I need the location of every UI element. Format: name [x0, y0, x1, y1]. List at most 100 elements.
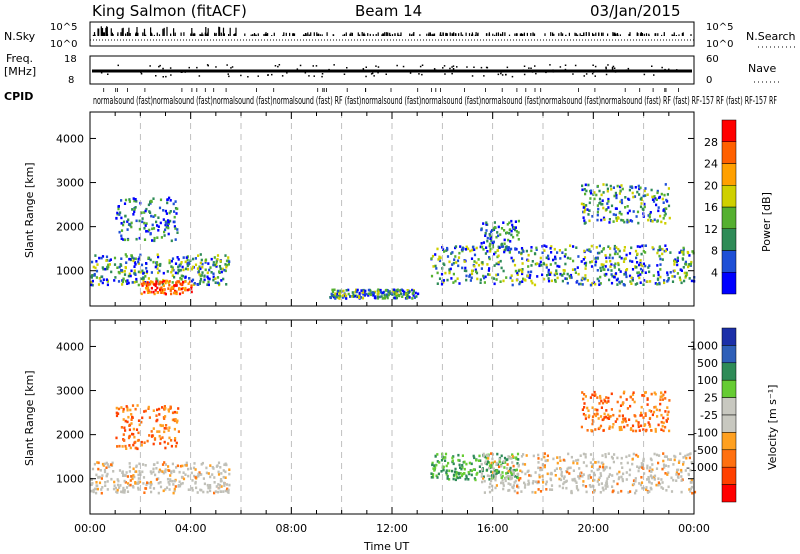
scatter-cell: [605, 260, 608, 263]
scatter-cell: [688, 254, 691, 257]
scatter-cell: [591, 422, 594, 426]
scatter-cell: [624, 417, 627, 421]
scatter-cell: [126, 406, 129, 410]
scatter-cell: [667, 204, 671, 208]
scatter-cell: [406, 289, 409, 292]
scatter-cell: [586, 429, 589, 432]
scatter-cell: [495, 484, 498, 487]
nsky-mark: [581, 35, 583, 36]
scatter-cell: [364, 289, 367, 293]
scatter-cell: [602, 488, 605, 492]
scatter-cell: [591, 463, 594, 466]
scatter-cell: [171, 462, 174, 466]
scatter-cell: [130, 422, 133, 425]
scatter-cell: [511, 461, 514, 464]
scatter-cell: [377, 290, 380, 294]
scatter-cell: [630, 246, 633, 250]
scatter-cell: [690, 461, 693, 464]
freq-strip: Freq. [MHz] 18 8 60 0 Nave: [4, 52, 782, 86]
nave-mark: [321, 75, 323, 78]
scatter-cell: [178, 480, 181, 484]
colorbar-tick-label: 20: [704, 179, 718, 192]
nave-mark: [613, 67, 616, 69]
scatter-cell: [663, 214, 666, 217]
scatter-cell: [510, 233, 513, 237]
scatter-cell: [666, 417, 669, 421]
nave-mark: [149, 65, 151, 67]
scatter-cell: [583, 277, 586, 281]
scatter-cell: [626, 461, 629, 465]
scatter-cell: [617, 261, 620, 265]
scatter-cell: [118, 444, 121, 448]
nave-mark: [281, 75, 284, 77]
scatter-cell: [634, 249, 638, 253]
scatter-cell: [502, 484, 505, 487]
scatter-cell: [126, 279, 129, 282]
scatter-cell: [549, 273, 552, 276]
scatter-cell: [646, 193, 649, 196]
scatter-cell: [605, 481, 608, 485]
scatter-cell: [467, 247, 470, 251]
scatter-cell: [536, 262, 539, 265]
nave-mark: [346, 67, 348, 69]
nave-mark: [136, 69, 138, 72]
scatter-cell: [657, 249, 660, 252]
scatter-cell: [599, 415, 603, 418]
nave-mark: [396, 64, 398, 67]
scatter-cell: [578, 477, 581, 480]
scatter-cell: [610, 455, 614, 459]
scatter-cell: [216, 254, 220, 257]
scatter-cell: [593, 197, 596, 201]
scatter-cell: [636, 465, 639, 468]
scatter-cell: [619, 270, 622, 273]
scatter-cell: [658, 454, 661, 457]
nave-mark: [350, 70, 353, 73]
scatter-cell: [397, 294, 401, 298]
scatter-cell: [158, 282, 161, 286]
scatter-cell: [95, 473, 98, 477]
nsky-mark: [199, 34, 201, 36]
scatter-cell: [456, 476, 460, 480]
scatter-cell: [117, 270, 120, 274]
scatter-cell: [117, 280, 121, 283]
nave-mark: [535, 72, 537, 75]
scatter-cell: [352, 293, 355, 297]
freq-strip-frame: [89, 55, 695, 85]
nsky-mark: [333, 34, 335, 36]
velocity-x-ticks: 00:00 04:00 08:00 12:00 16:00 20:00 00:00: [74, 320, 710, 535]
scatter-cell: [432, 473, 435, 476]
scatter-cell: [537, 480, 540, 483]
scatter-cell: [669, 271, 672, 274]
nsky-mark: [351, 32, 353, 36]
scatter-cell: [650, 410, 653, 413]
scatter-cell: [448, 260, 451, 264]
scatter-cell: [657, 477, 660, 480]
nave-mark: [206, 64, 209, 66]
nave-mark: [370, 73, 373, 75]
scatter-cell: [615, 207, 618, 210]
nsky-mark: [101, 28, 104, 36]
scatter-cell: [131, 281, 134, 284]
scatter-cell: [223, 268, 226, 272]
scatter-cell: [648, 212, 652, 216]
nsky-mark: [386, 32, 388, 36]
scatter-cell: [164, 209, 167, 213]
scatter-cell: [646, 491, 650, 494]
scatter-cell: [157, 481, 160, 485]
scatter-cell: [473, 264, 476, 268]
scatter-cell: [135, 280, 138, 283]
scatter-cell: [123, 238, 126, 242]
scatter-cell: [463, 467, 466, 471]
scatter-cell: [583, 249, 586, 253]
scatter-cell: [157, 225, 160, 228]
nsky-mark: [234, 33, 236, 36]
scatter-cell: [628, 274, 632, 278]
scatter-cell: [133, 272, 136, 275]
scatter-cell: [393, 296, 396, 299]
scatter-cell: [687, 472, 690, 476]
scatter-cell: [430, 257, 433, 260]
scatter-cell: [664, 425, 667, 429]
scatter-cell: [134, 206, 137, 209]
scatter-cell: [142, 482, 145, 485]
